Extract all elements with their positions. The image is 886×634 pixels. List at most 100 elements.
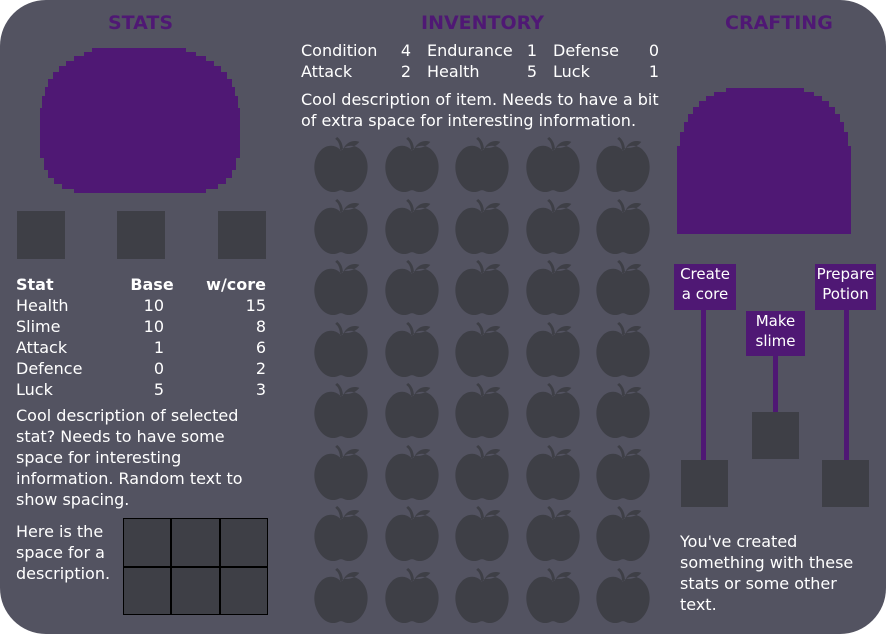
apple-icon[interactable] [451, 260, 513, 316]
stat-row-luck[interactable]: Luck 5 3 [16, 379, 268, 400]
apple-icon[interactable] [381, 506, 443, 562]
equipment-slot[interactable] [220, 519, 267, 566]
stat-row-attack[interactable]: Attack 1 6 [16, 337, 268, 358]
apple-icon[interactable] [381, 260, 443, 316]
item-stat-name: Endurance [427, 41, 513, 60]
stat-name: Health [16, 296, 69, 315]
equipment-slot[interactable] [172, 519, 219, 566]
stat-row-slime[interactable]: Slime 10 8 [16, 316, 268, 337]
apple-icon[interactable] [310, 445, 372, 501]
apple-icon[interactable] [381, 568, 443, 624]
crafting-output-slot[interactable] [822, 460, 869, 507]
apple-icon[interactable] [592, 137, 654, 193]
apple-icon[interactable] [381, 137, 443, 193]
stat-base: 10 [143, 296, 164, 315]
apple-icon[interactable] [592, 383, 654, 439]
slime-portrait [40, 48, 240, 193]
equipment-slot[interactable] [220, 567, 267, 614]
crafting-output-slot[interactable] [681, 460, 728, 507]
stat-row-health[interactable]: Health 10 15 [16, 295, 268, 316]
apple-icon[interactable] [451, 322, 513, 378]
stat-base: 1 [153, 338, 164, 357]
apple-icon[interactable] [451, 199, 513, 255]
base-header: Base [130, 275, 174, 294]
stat-core: 15 [245, 296, 266, 315]
apple-icon[interactable] [592, 568, 654, 624]
prepare-potion-label-1: Prepare [816, 265, 875, 283]
item-stat-value: 5 [526, 62, 537, 81]
stat-base: 10 [143, 317, 164, 336]
equipment-grid [123, 518, 268, 615]
item-stat-value: 1 [526, 41, 537, 60]
apple-icon[interactable] [522, 383, 584, 439]
apple-icon[interactable] [451, 137, 513, 193]
stat-name: Attack [16, 338, 68, 357]
core-slot[interactable] [117, 211, 165, 259]
apple-icon[interactable] [522, 322, 584, 378]
core-header: w/core [206, 275, 266, 294]
apple-icon[interactable] [381, 445, 443, 501]
create-core-button[interactable]: Create a core [674, 264, 736, 310]
apple-icon[interactable] [592, 199, 654, 255]
core-slot[interactable] [218, 211, 266, 259]
stat-name: Defence [16, 359, 83, 378]
stat-name: Slime [16, 317, 61, 336]
item-stat-name: Health [427, 62, 480, 81]
equipment-slot[interactable] [124, 567, 171, 614]
stat-base: 5 [153, 380, 164, 399]
apple-icon[interactable] [310, 199, 372, 255]
make-slime-label-2: slime [755, 332, 796, 350]
apple-icon[interactable] [381, 199, 443, 255]
item-stat-row: Condition 4 Endurance 1 Defense 0 [301, 40, 661, 61]
item-stat-value: 4 [400, 41, 411, 60]
apple-icon[interactable] [381, 322, 443, 378]
stat-row-defence[interactable]: Defence 0 2 [16, 358, 268, 379]
item-stats: Condition 4 Endurance 1 Defense 0 Attack… [301, 40, 661, 82]
equipment-slot[interactable] [172, 567, 219, 614]
apple-icon[interactable] [310, 506, 372, 562]
apple-icon[interactable] [451, 445, 513, 501]
apple-icon[interactable] [522, 445, 584, 501]
crafting-title: CRAFTING [725, 12, 833, 34]
apple-icon[interactable] [451, 568, 513, 624]
prepare-potion-label-2: Potion [822, 285, 869, 303]
stat-name: Luck [16, 380, 53, 399]
apple-icon[interactable] [310, 383, 372, 439]
apple-icon[interactable] [451, 383, 513, 439]
apple-icon[interactable] [592, 445, 654, 501]
item-stat-name: Luck [553, 62, 590, 81]
apple-icon[interactable] [522, 506, 584, 562]
stat-base: 0 [153, 359, 164, 378]
apple-icon[interactable] [310, 322, 372, 378]
item-description: Cool description of item. Needs to have … [301, 90, 659, 130]
slot-description: Here is the space for a description. [16, 522, 111, 583]
stat-description: Cool description of selected stat? Needs… [16, 406, 243, 509]
inventory-grid [310, 137, 650, 634]
crafting-output-slot[interactable] [752, 412, 799, 459]
apple-icon[interactable] [310, 137, 372, 193]
create-core-label-2: a core [681, 285, 729, 303]
core-slot[interactable] [17, 211, 65, 259]
apple-icon[interactable] [522, 137, 584, 193]
apple-icon[interactable] [310, 260, 372, 316]
item-stat-name: Attack [301, 62, 353, 81]
apple-icon[interactable] [522, 199, 584, 255]
equipment-slot[interactable] [124, 519, 171, 566]
apple-icon[interactable] [451, 506, 513, 562]
apple-icon[interactable] [592, 506, 654, 562]
stats-title: STATS [108, 12, 174, 34]
item-stat-value: 2 [400, 62, 411, 81]
apple-icon[interactable] [592, 322, 654, 378]
apple-icon[interactable] [522, 568, 584, 624]
apple-icon[interactable] [310, 568, 372, 624]
apple-icon[interactable] [592, 260, 654, 316]
make-slime-button[interactable]: Make slime [746, 311, 805, 356]
stat-table: Stat Base w/core Health 10 15 Slime 10 8… [16, 274, 268, 400]
apple-icon[interactable] [522, 260, 584, 316]
stat-core: 3 [255, 380, 266, 399]
prepare-potion-button[interactable]: Prepare Potion [815, 264, 876, 310]
apple-icon[interactable] [381, 383, 443, 439]
connector-line [773, 356, 778, 412]
stat-header: Stat [16, 275, 54, 294]
